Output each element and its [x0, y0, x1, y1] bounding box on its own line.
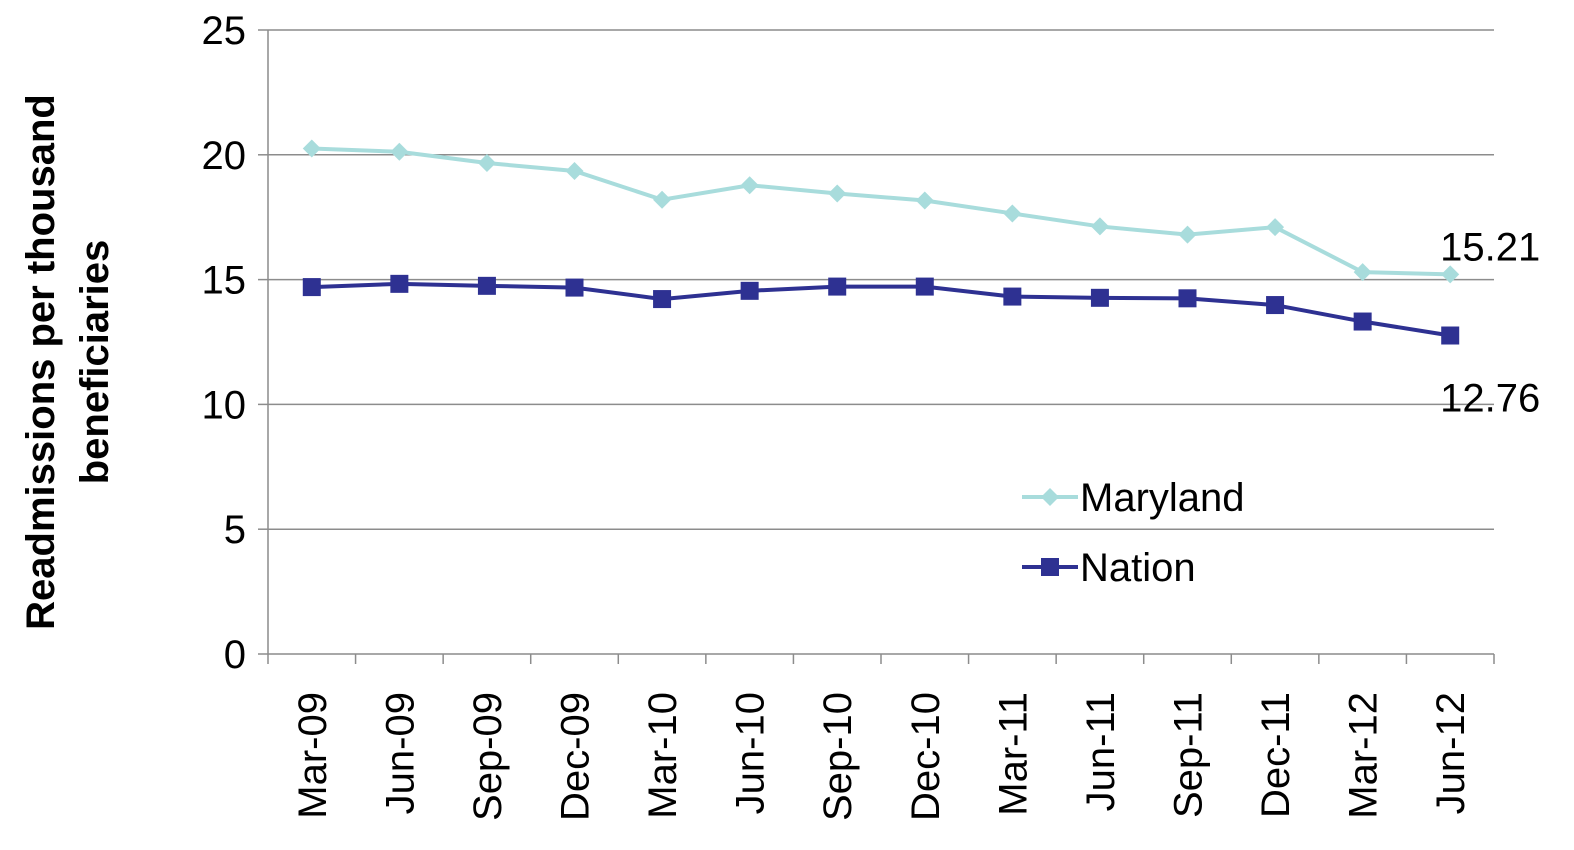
- legend-item-maryland: Maryland: [1022, 476, 1245, 520]
- legend-item-nation: Nation: [1022, 546, 1196, 590]
- series-maryland: [302, 139, 1460, 284]
- data-point-square: [1003, 287, 1022, 306]
- data-point-diamond: [1353, 263, 1372, 282]
- data-point-diamond: [390, 142, 409, 161]
- data-point-diamond: [477, 154, 496, 173]
- data-point-diamond: [1441, 265, 1460, 284]
- data-point-square: [828, 277, 847, 296]
- series-line: [311, 146, 1451, 277]
- series-line: [311, 281, 1451, 338]
- legend: Maryland Nation: [1022, 476, 1245, 590]
- x-tick-label: Dec-11: [1254, 692, 1298, 818]
- data-label-nation: 12.76: [1440, 377, 1540, 421]
- x-tick-label: Jun-11: [1079, 692, 1123, 811]
- data-point-diamond: [740, 176, 759, 195]
- y-tick-label: 20: [202, 134, 247, 178]
- data-point-diamond: [1041, 488, 1059, 506]
- x-tick-label: Mar-11: [991, 692, 1035, 816]
- x-tick-label: Jun-09: [378, 692, 422, 814]
- legend-label: Maryland: [1080, 476, 1245, 520]
- data-point-square: [1353, 312, 1372, 331]
- series-group: [302, 139, 1460, 345]
- data-point-square: [915, 277, 934, 296]
- y-tick-label: 5: [224, 508, 246, 552]
- y-tick-label: 15: [202, 259, 247, 303]
- data-point-diamond: [1266, 218, 1285, 237]
- y-axis-label-line: beneficiaries: [73, 240, 117, 485]
- data-point-square: [1178, 289, 1197, 308]
- data-point-diamond: [1090, 217, 1109, 236]
- data-point-diamond: [565, 162, 584, 181]
- y-axis-ticks: 0 5 10 15 20 25: [202, 9, 247, 677]
- x-axis-ticks: Mar-09 Jun-09 Sep-09 Dec-09 Mar-10 Jun-10 Sep-…: [291, 692, 1473, 821]
- legend-label: Nation: [1080, 546, 1196, 590]
- gridlines: [268, 29, 1494, 530]
- y-tick-label: 0: [224, 633, 246, 677]
- x-tick-label: Sep-11: [1167, 692, 1211, 818]
- data-label-maryland: 15.21: [1440, 225, 1540, 269]
- x-tick-label: Mar-10: [641, 692, 685, 819]
- x-tick-label: Dec-09: [554, 692, 598, 821]
- data-point-diamond: [828, 184, 847, 203]
- y-tick-label: 25: [202, 9, 247, 53]
- x-tick-label: Dec-10: [904, 692, 948, 821]
- data-point-diamond: [1003, 204, 1022, 223]
- data-point-square: [565, 278, 584, 297]
- data-point-square: [477, 276, 496, 295]
- data-point-diamond: [915, 191, 934, 210]
- data-point-square: [1041, 558, 1059, 576]
- data-point-diamond: [1178, 225, 1197, 244]
- data-point-diamond: [653, 190, 672, 209]
- data-point-square: [1090, 288, 1109, 307]
- data-point-square: [1266, 296, 1285, 315]
- data-point-square: [653, 290, 672, 309]
- data-point-square: [390, 274, 409, 293]
- y-axis-label: Readmissions per thousand beneficiaries: [19, 94, 117, 630]
- data-point-square: [1441, 326, 1460, 345]
- series-nation: [302, 274, 1460, 345]
- data-point-square: [302, 278, 321, 297]
- x-tick-label: Jun-12: [1429, 692, 1473, 814]
- data-labels: 15.21 12.76: [1440, 225, 1540, 420]
- x-tick-label: Mar-12: [1342, 692, 1386, 819]
- x-tick-label: Sep-10: [816, 692, 860, 821]
- y-tick-label: 10: [202, 383, 247, 427]
- y-axis-label-line: Readmissions per thousand: [19, 94, 63, 630]
- x-tick-label: Jun-10: [729, 692, 773, 814]
- data-point-diamond: [302, 139, 321, 158]
- data-point-square: [740, 281, 759, 300]
- x-tick-label: Sep-09: [466, 692, 510, 821]
- axes: [258, 29, 1495, 664]
- x-tick-label: Mar-09: [291, 692, 335, 819]
